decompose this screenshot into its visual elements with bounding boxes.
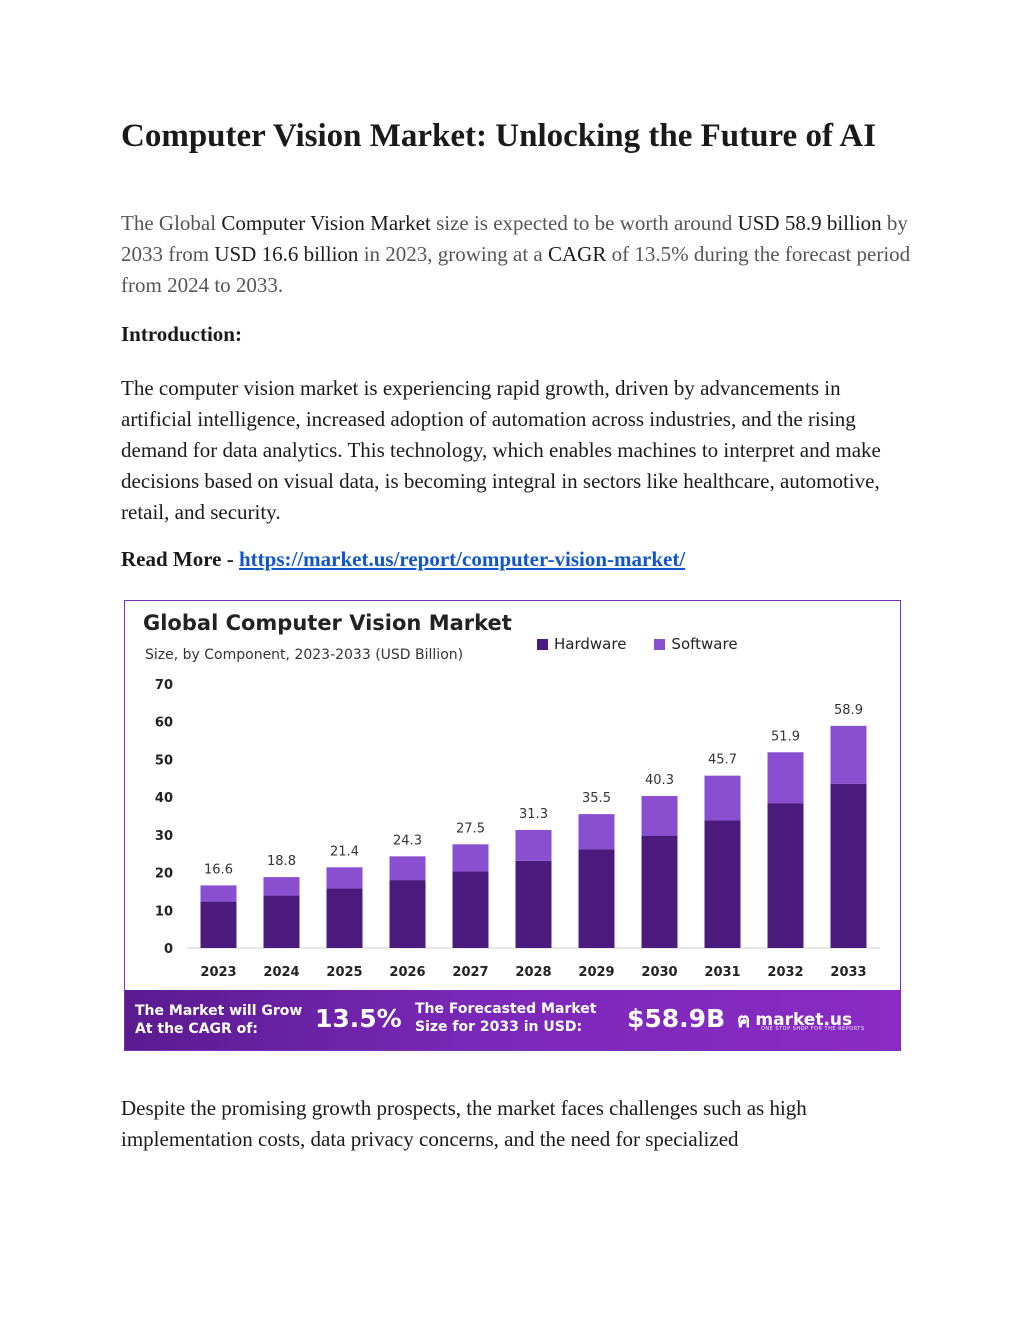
bar-total-label: 31.3 xyxy=(519,807,548,822)
lead-text: in 2023, growing at a xyxy=(358,242,548,266)
bar-total-label: 24.3 xyxy=(393,833,422,848)
x-tick-label: 2025 xyxy=(326,965,362,980)
x-tick-label: 2031 xyxy=(704,965,740,980)
legend-swatch-software xyxy=(654,638,666,650)
brand-logo-icon: ฅ xyxy=(737,1008,751,1032)
bar-hardware xyxy=(515,860,552,948)
forecast-label-line-2: Size for 2033 in USD: xyxy=(415,1019,583,1035)
chart-subtitle: Size, by Component, 2023-2033 (USD Billi… xyxy=(145,647,464,663)
x-tick-label: 2024 xyxy=(263,965,299,980)
stacked-bar-chart: 01020304050607016.6202318.8202421.420252… xyxy=(155,678,880,980)
bar-hardware xyxy=(830,783,867,948)
cagr-label-line-1: The Market will Grow xyxy=(135,1003,303,1019)
y-tick-label: 70 xyxy=(155,678,173,693)
legend-label-hardware: Hardware xyxy=(554,635,627,653)
bar-software xyxy=(200,885,237,902)
read-more-link[interactable]: https://market.us/report/computer-vision… xyxy=(239,547,686,571)
page-title: Computer Vision Market: Unlocking the Fu… xyxy=(121,118,877,154)
y-tick-label: 20 xyxy=(155,867,173,882)
x-tick-label: 2033 xyxy=(830,965,866,980)
legend-label-software: Software xyxy=(671,635,738,653)
chart-legend: Hardware Software xyxy=(537,635,738,653)
bar-hardware xyxy=(641,835,678,948)
bar-total-label: 27.5 xyxy=(456,821,485,836)
y-tick-label: 40 xyxy=(155,791,173,806)
lead-text: The Global xyxy=(121,211,222,235)
read-more-label: Read More - xyxy=(121,547,239,571)
closing-paragraph: Despite the promising growth prospects, … xyxy=(121,1096,807,1151)
bar-total-label: 16.6 xyxy=(204,862,233,877)
bar-hardware xyxy=(767,803,804,948)
x-tick-label: 2026 xyxy=(389,965,425,980)
lead-emphasis: CAGR xyxy=(548,242,607,266)
bar-hardware xyxy=(326,888,363,948)
introduction-paragraph: The computer vision market is experienci… xyxy=(121,376,881,524)
bar-hardware xyxy=(200,901,237,948)
bar-total-label: 21.4 xyxy=(330,844,359,859)
bar-hardware xyxy=(452,871,489,948)
y-tick-label: 30 xyxy=(155,829,173,844)
lead-text: by 2033 from xyxy=(121,211,908,266)
bar-total-label: 40.3 xyxy=(645,773,674,788)
forecast-value: $58.9B xyxy=(627,1004,726,1033)
introduction-heading: Introduction: xyxy=(121,322,242,346)
y-tick-label: 10 xyxy=(155,904,173,919)
bar-software xyxy=(452,844,489,872)
legend-swatch-hardware xyxy=(537,638,548,650)
x-tick-label: 2029 xyxy=(578,965,614,980)
x-tick-label: 2032 xyxy=(767,965,803,980)
lead-emphasis: USD 58.9 billion xyxy=(737,211,882,235)
forecast-label-line-1: The Forecasted Market xyxy=(415,1001,597,1017)
bar-total-label: 18.8 xyxy=(267,854,296,869)
cagr-value: 13.5% xyxy=(315,1004,402,1033)
bar-total-label: 35.5 xyxy=(582,791,611,806)
bar-total-label: 51.9 xyxy=(771,729,800,744)
lead-text: size is expected to be worth around xyxy=(430,211,738,235)
bar-software xyxy=(641,796,678,836)
bar-software xyxy=(704,775,741,821)
bar-hardware xyxy=(578,849,615,948)
legend-item-software: Software xyxy=(654,635,738,653)
y-tick-label: 0 xyxy=(164,942,173,957)
bar-hardware xyxy=(389,880,426,948)
lead-text: of 13.5% during the forecast period from… xyxy=(121,242,911,297)
forecast-label: The Forecasted Market Size for 2033 in U… xyxy=(415,1000,596,1036)
bar-software xyxy=(326,867,363,889)
lead-paragraph: The Global Computer Vision Market size i… xyxy=(121,208,911,301)
bar-software xyxy=(263,877,300,896)
legend-item-hardware: Hardware xyxy=(537,635,626,653)
cagr-label: The Market will Grow At the CAGR of: xyxy=(135,1002,302,1038)
x-tick-label: 2023 xyxy=(200,965,236,980)
bar-total-label: 45.7 xyxy=(708,753,737,768)
brand-tagline: ONE STOP SHOP FOR THE REPORTS xyxy=(761,1026,865,1032)
read-more: Read More - https://market.us/report/com… xyxy=(121,547,685,572)
x-tick-label: 2030 xyxy=(641,965,677,980)
summary-banner: The Market will Grow At the CAGR of: 13.… xyxy=(125,990,900,1050)
bar-software xyxy=(578,814,615,850)
bar-software xyxy=(830,725,867,784)
bar-software xyxy=(515,829,552,861)
brand-logo: ฅ market.us xyxy=(737,1004,852,1036)
y-tick-label: 50 xyxy=(155,753,173,768)
y-tick-label: 60 xyxy=(155,716,173,731)
lead-emphasis: USD 16.6 billion xyxy=(214,242,359,266)
bar-hardware xyxy=(704,820,741,948)
chart-title: Global Computer Vision Market xyxy=(143,611,512,635)
market-chart-figure: Global Computer Vision Market Size, by C… xyxy=(124,600,901,1051)
bar-hardware xyxy=(263,895,300,948)
brand-name: market.us xyxy=(755,1010,853,1030)
x-tick-label: 2028 xyxy=(515,965,551,980)
cagr-label-line-2: At the CAGR of: xyxy=(135,1021,258,1037)
bar-software xyxy=(767,752,804,804)
x-tick-label: 2027 xyxy=(452,965,488,980)
lead-emphasis: Computer Vision Market xyxy=(221,211,431,235)
bar-software xyxy=(389,856,426,881)
bar-total-label: 58.9 xyxy=(834,703,863,718)
